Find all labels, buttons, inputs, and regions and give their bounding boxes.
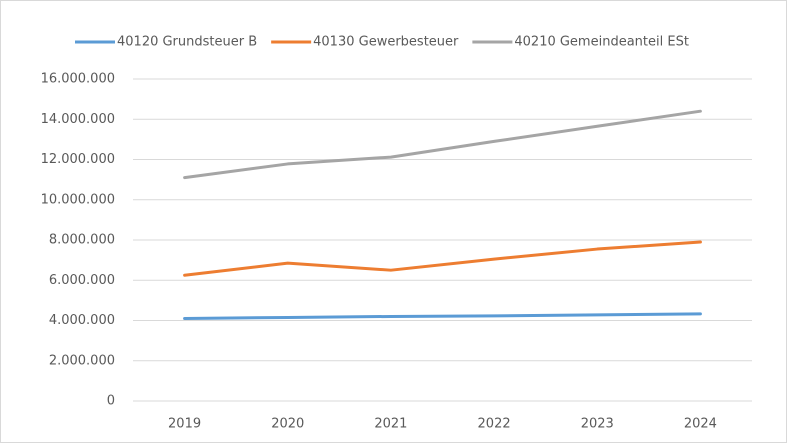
y-tick-label: 16.000.000 (41, 72, 115, 87)
x-tick-label: 2021 (374, 417, 407, 432)
y-tick-label: 12.000.000 (41, 152, 115, 167)
y-tick-label: 4.000.000 (49, 313, 115, 328)
x-tick-label: 2020 (271, 417, 304, 432)
y-tick-label: 0 (107, 394, 115, 409)
legend-label: 40130 Gewerbesteuer (313, 35, 459, 50)
series-line (183, 109, 702, 180)
y-tick-label: 14.000.000 (41, 112, 115, 127)
y-tick-label: 8.000.000 (49, 233, 115, 248)
series-line (183, 240, 702, 277)
x-tick-label: 2024 (684, 417, 717, 432)
series-line (183, 312, 702, 320)
x-tick-label: 2023 (581, 417, 614, 432)
legend-label: 40120 Grundsteuer B (117, 35, 257, 50)
y-tick-label: 2.000.000 (49, 353, 115, 368)
y-tick-label: 6.000.000 (49, 273, 115, 288)
x-tick-label: 2019 (168, 417, 201, 432)
legend-label: 40210 Gemeindeanteil ESt (514, 35, 689, 50)
y-tick-label: 10.000.000 (41, 192, 115, 207)
x-tick-label: 2022 (478, 417, 511, 432)
